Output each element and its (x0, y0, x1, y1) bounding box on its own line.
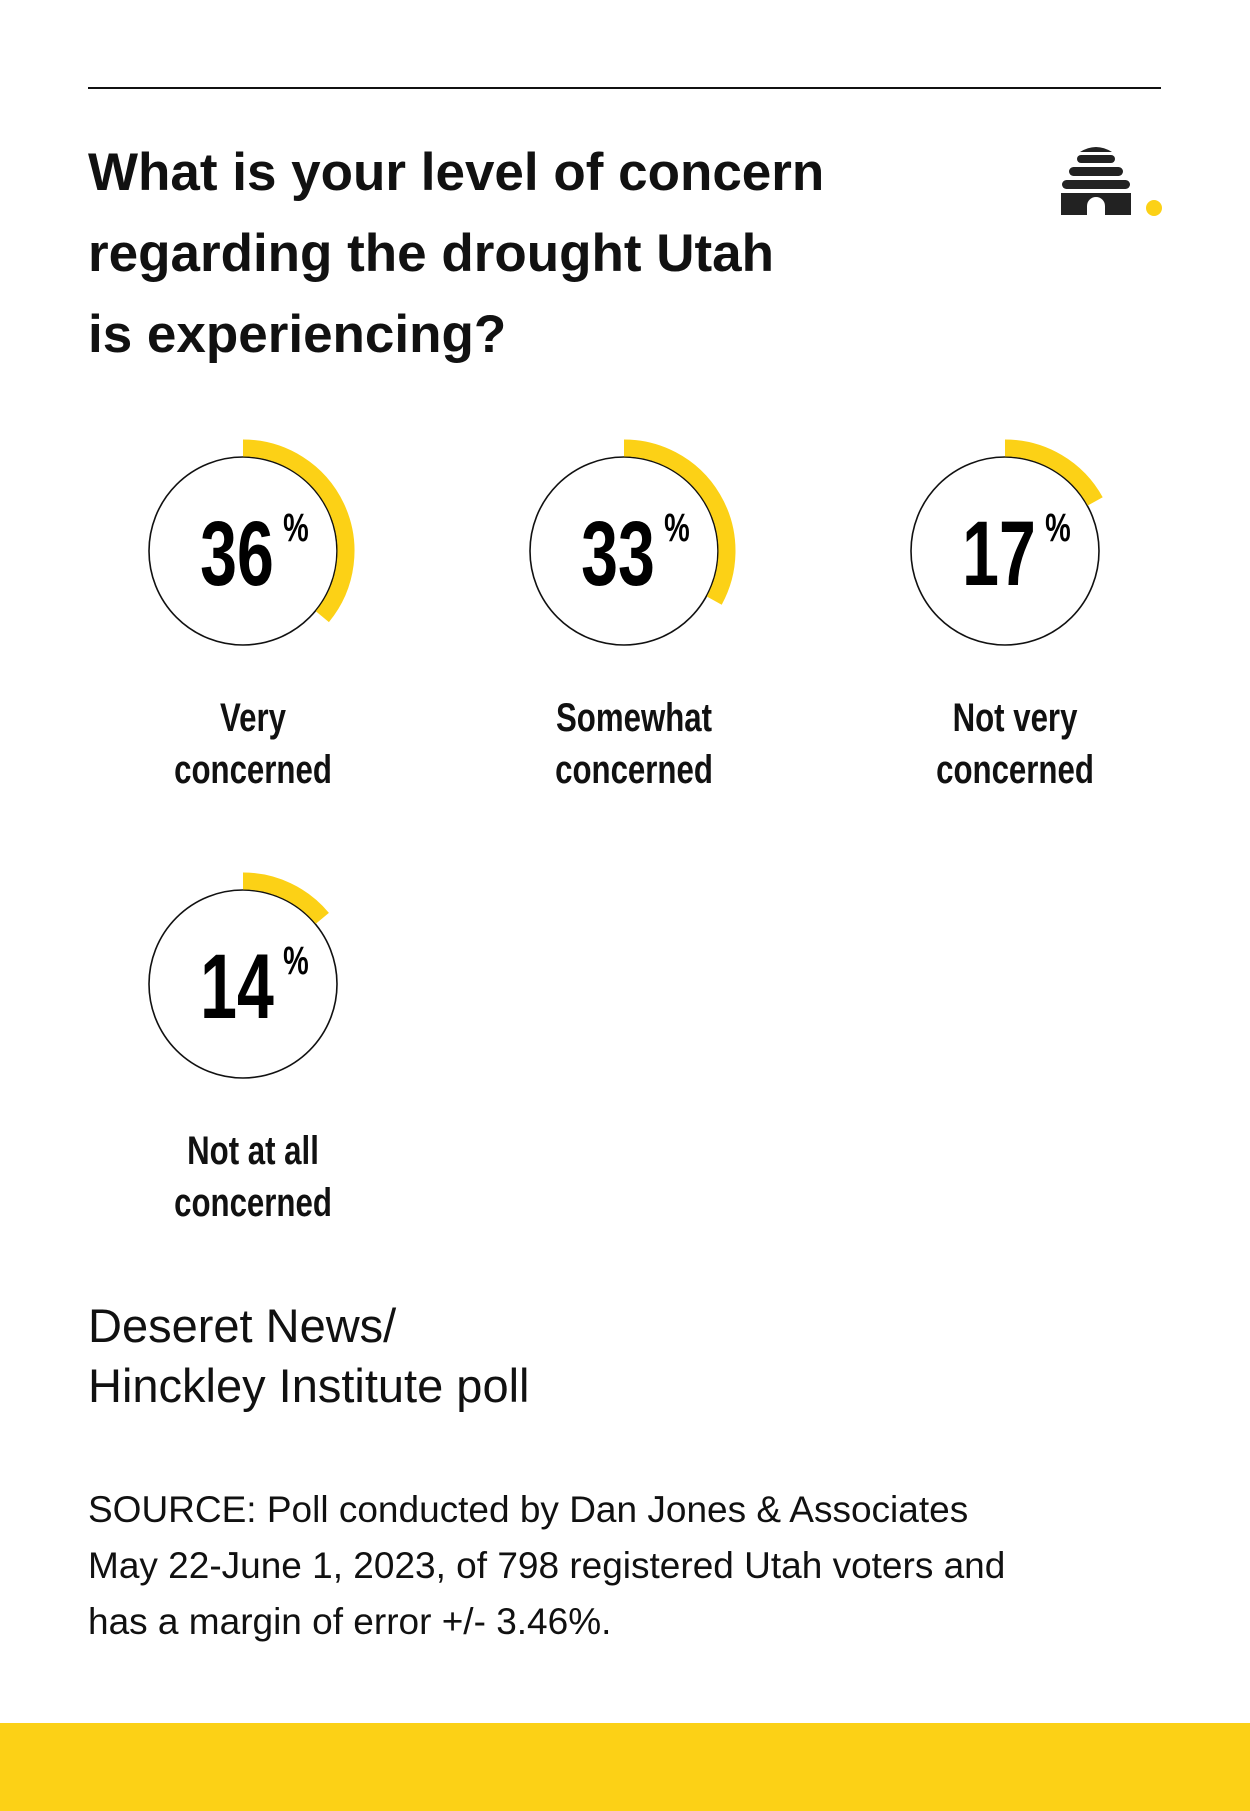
gauge-value: 36% (200, 501, 309, 604)
category-label: Not at all concerned (174, 1129, 332, 1225)
value-label: 36 (200, 501, 274, 604)
logo (1061, 147, 1162, 216)
gauge-ring (529, 456, 719, 646)
value-label: 17 (962, 501, 1036, 604)
subtitle: Deseret News/ Hinckley Institute poll (88, 1299, 530, 1412)
gauge-arc (242, 439, 355, 623)
gauge-ring (910, 456, 1100, 646)
chart-title: What is your level of concern regarding … (88, 143, 825, 364)
category-label: Very concerned (174, 696, 332, 792)
category-label: Somewhat concerned (555, 696, 713, 792)
footer-band (0, 1723, 1250, 1811)
gauge-arc (1004, 439, 1103, 506)
gauge-value: 33% (581, 501, 690, 604)
category-label: Not very concerned (936, 696, 1094, 792)
gauges: 36% 33% 17 %14% (148, 439, 1103, 1079)
gauge-value: 17% (962, 501, 1071, 604)
value-label: 33 (581, 501, 655, 604)
gauge-ring (148, 456, 338, 646)
gauge-ring (148, 889, 338, 1079)
gauge-value: 14% (200, 934, 309, 1037)
unit-label: % (283, 938, 309, 983)
unit-label: % (664, 505, 690, 550)
gauge-arc (623, 439, 736, 605)
source-note: SOURCE: Poll conducted by Dan Jones & As… (88, 1489, 1006, 1642)
top-rule (88, 87, 1161, 89)
gauge-arc (242, 872, 329, 924)
value-label: 14 (200, 934, 274, 1037)
unit-label: % (1045, 505, 1071, 550)
unit-label: % (283, 505, 309, 550)
